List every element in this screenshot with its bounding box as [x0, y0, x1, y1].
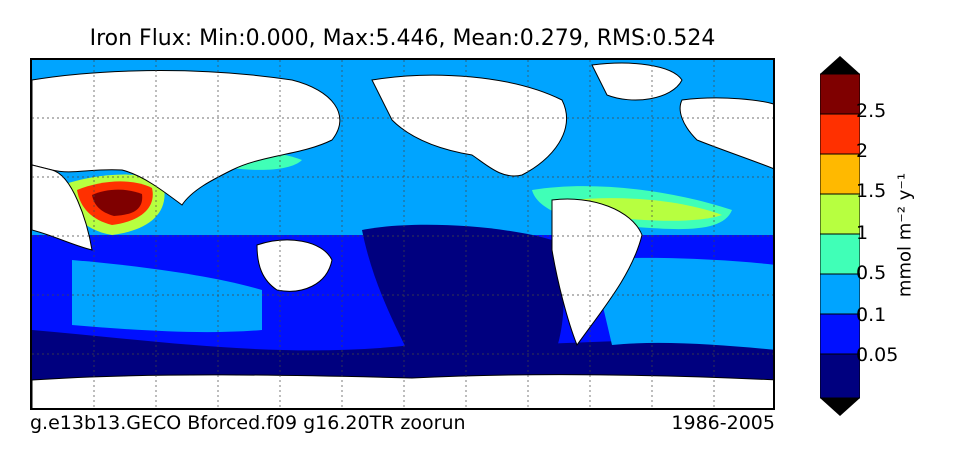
colorbar [820, 56, 860, 416]
colorbar-tick-2-5: 2.5 [856, 100, 887, 122]
graticule [32, 60, 773, 408]
land-greenland [591, 62, 683, 101]
colorbar-tick-2: 2 [856, 140, 869, 162]
colorbar-tick-1-5: 1.5 [856, 180, 887, 202]
land-south-america [551, 198, 643, 347]
ocean-south-pacific-low [362, 224, 564, 360]
colorbar-swatch-8 [820, 73, 860, 115]
ocean-south-atlantic-light [592, 257, 773, 350]
colorbar-swatch-6 [820, 153, 860, 195]
land-antarctica [32, 374, 773, 408]
colorbar-swatch-2 [820, 313, 860, 355]
colorbar-tick-1: 1 [856, 222, 869, 244]
colorbar-swatch-3 [820, 273, 860, 315]
ocean-arabian-sea-max [92, 189, 143, 216]
land-australia [256, 239, 333, 292]
colorbar-swatch-4 [820, 233, 860, 275]
colorbar-tick-0-1: 0.1 [856, 304, 887, 326]
colorbar-units-label: mmol m⁻² y⁻¹ [894, 172, 916, 298]
colorbar-tick-0-05: 0.05 [856, 344, 899, 366]
colorbar-tick-0-5: 0.5 [856, 262, 887, 284]
colorbar-swatch-5 [820, 193, 860, 235]
colorbar-swatch-1 [820, 353, 860, 399]
colorbar-max-extension [820, 56, 860, 74]
ocean-south-indian-light [72, 260, 262, 333]
land-north-america [371, 74, 567, 177]
land-europe [679, 97, 773, 169]
run-name-label: g.e13b13.GECO Bforced.f09 g16.20TR zooru… [30, 412, 466, 434]
map-title: Iron Flux: Min:0.000, Max:5.446, Mean:0.… [89, 26, 716, 51]
iron-flux-map [32, 60, 773, 408]
land-eurasia [32, 70, 341, 206]
colorbar-swatch-7 [820, 113, 860, 155]
map-panel [30, 58, 775, 410]
land-masses [32, 62, 773, 408]
period-label: 1986-2005 [671, 412, 775, 434]
colorbar-min-extension [820, 398, 860, 416]
land-africa [32, 164, 93, 251]
